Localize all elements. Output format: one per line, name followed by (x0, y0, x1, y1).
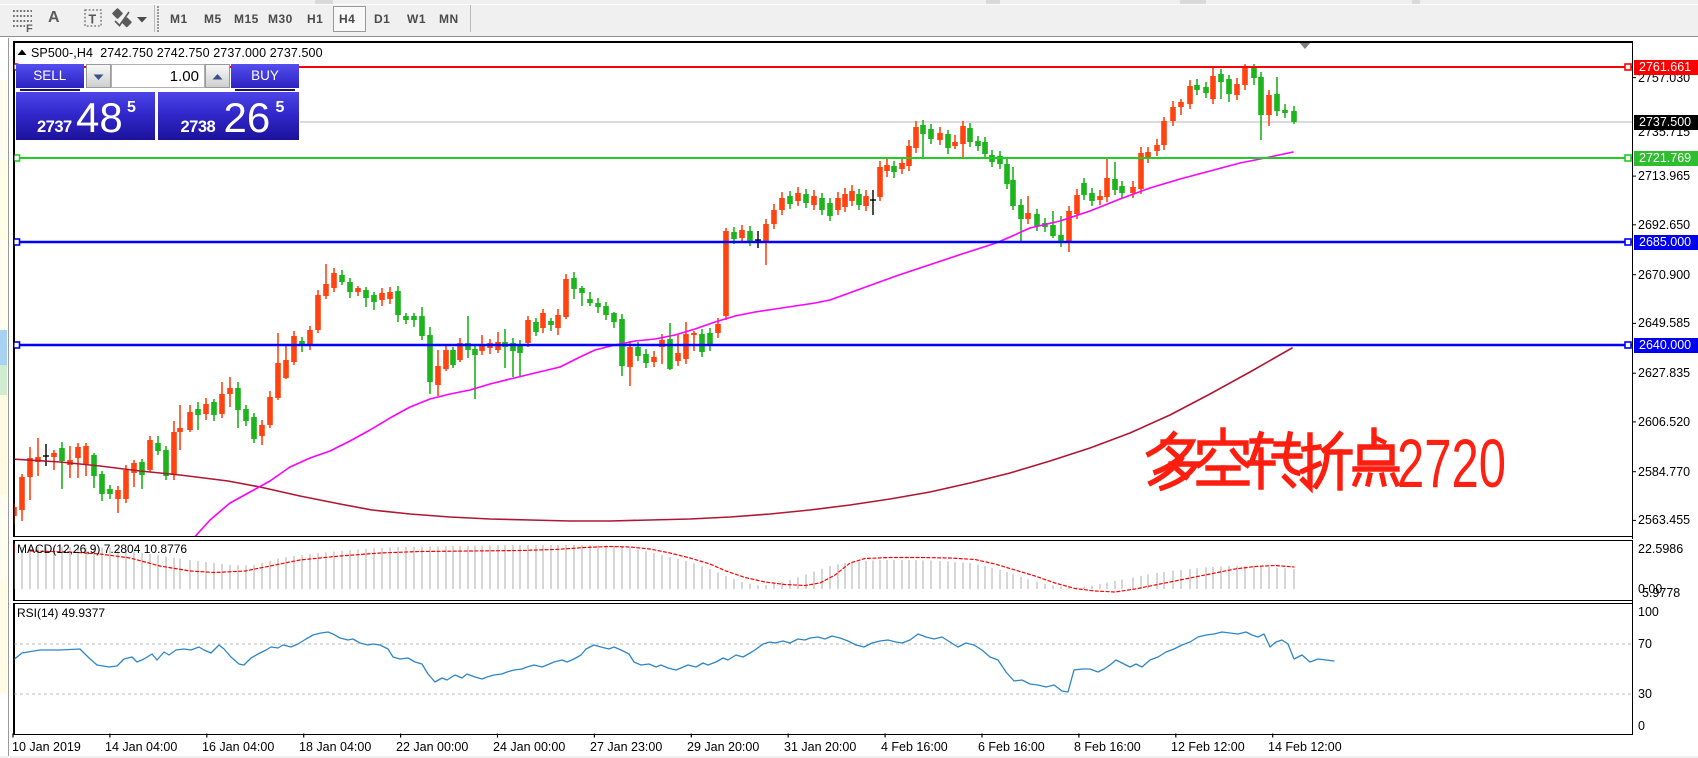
svg-text:F: F (26, 23, 33, 32)
svg-text:2720: 2720 (1397, 425, 1506, 502)
svg-text:T: T (89, 13, 97, 27)
